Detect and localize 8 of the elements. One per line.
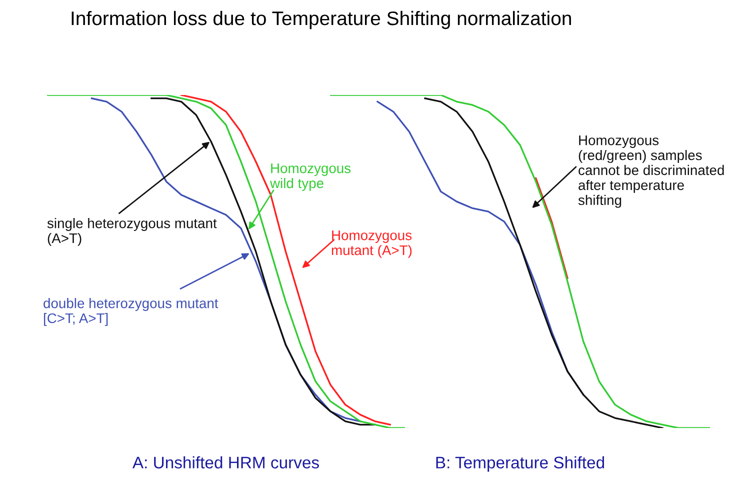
chart-title: Information loss due to Temperature Shifting normalization (72, 10, 571, 30)
x-axis-title: A: Unshifted HRM curves (132, 456, 319, 468)
annotation: Homozygous mutant (A>T) (332, 230, 412, 258)
annotation: single heterozygous mutant (A>T) (47, 218, 217, 246)
annotation: Homozygous wild type (270, 164, 351, 191)
x-axis-title: B: Temperature Shifted (436, 456, 604, 472)
annotation: Homozygous (red/green) samples cannot be discriminated after temperature shifting (578, 136, 724, 208)
annotation: double heterozygous mutant [C>T; A>T] (44, 298, 218, 326)
